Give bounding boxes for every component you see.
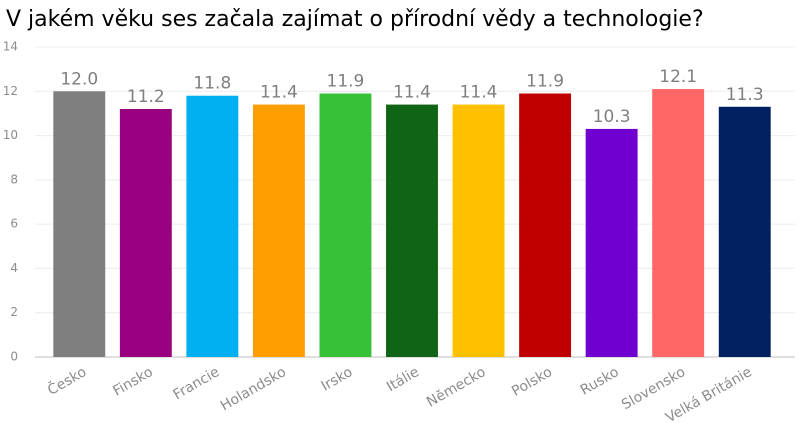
- chart-title: V jakém věku ses začala zajímat o přírod…: [6, 7, 704, 32]
- bar: [452, 104, 505, 357]
- value-label: 10.3: [593, 107, 631, 127]
- x-tick-label: Polsko: [509, 364, 555, 400]
- x-tick-label: Irsko: [319, 364, 356, 395]
- value-label: 11.9: [526, 72, 564, 92]
- value-label: 11.3: [726, 85, 764, 105]
- y-tick-label: 2: [10, 305, 18, 319]
- bar: [585, 128, 638, 357]
- value-label: 11.4: [260, 83, 298, 103]
- x-tick-label: Francie: [171, 364, 223, 403]
- y-tick-label: 4: [10, 261, 18, 275]
- y-tick-label: 6: [10, 217, 18, 231]
- y-tick-label: 12: [3, 84, 18, 98]
- bar: [252, 104, 305, 357]
- x-tick-label: Rusko: [578, 364, 622, 399]
- y-tick-label: 8: [10, 172, 18, 186]
- bar: [119, 109, 172, 357]
- value-label: 11.2: [127, 87, 165, 107]
- value-label: 12.1: [659, 67, 697, 87]
- bar: [386, 104, 438, 357]
- bar: [319, 93, 372, 357]
- value-label: 11.9: [327, 72, 365, 92]
- x-tick-label: Finsko: [110, 364, 155, 399]
- value-label: 11.4: [393, 83, 431, 103]
- bar: [519, 93, 572, 357]
- value-label: 11.4: [460, 83, 498, 103]
- y-tick-label: 0: [10, 350, 18, 364]
- value-label: 11.8: [193, 74, 231, 94]
- bar: [652, 89, 705, 358]
- bar: [53, 91, 106, 358]
- x-tick-label: Holandsko: [218, 364, 289, 414]
- y-tick-label: 14: [3, 40, 18, 54]
- bar: [186, 95, 239, 357]
- bar: [718, 106, 771, 358]
- x-tick-label: Česko: [44, 362, 89, 399]
- x-tick-label: Itálie: [384, 364, 422, 395]
- y-tick-label: 10: [3, 128, 18, 142]
- value-label: 12.0: [60, 69, 98, 89]
- x-tick-label: Německo: [424, 364, 488, 410]
